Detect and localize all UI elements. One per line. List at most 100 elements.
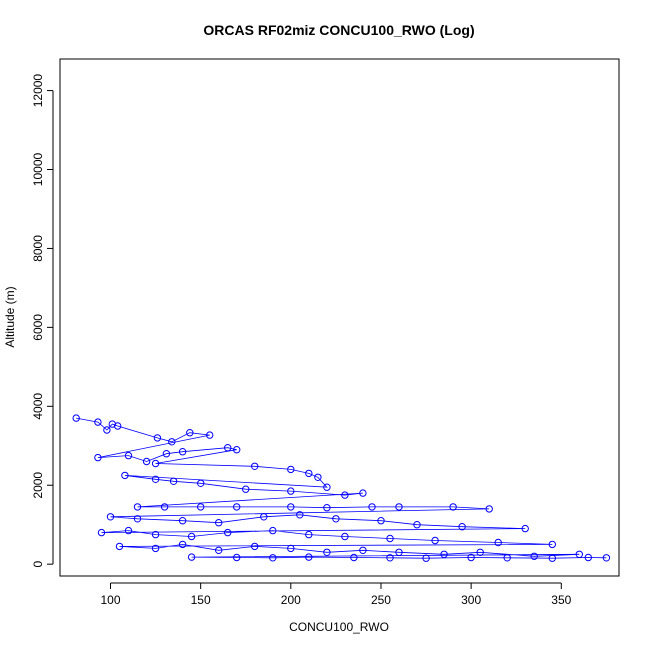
data-point	[178, 540, 187, 549]
x-tick-label: 100	[100, 593, 120, 607]
data-point	[169, 477, 178, 485]
data-point	[413, 521, 421, 529]
data-point	[153, 434, 162, 442]
data-point	[224, 528, 232, 537]
data-point	[162, 450, 171, 458]
data-point	[521, 524, 529, 533]
data-point	[224, 444, 232, 452]
data-point	[206, 431, 214, 439]
data-point	[114, 422, 122, 430]
chart-title: ORCAS RF02miz CONCU100_RWO (Log)	[203, 22, 474, 38]
data-point	[269, 554, 277, 562]
data-point	[269, 526, 277, 535]
data-point	[151, 459, 160, 468]
x-tick-label: 250	[371, 593, 391, 607]
x-tick-label: 300	[461, 593, 481, 607]
data-point	[124, 526, 133, 535]
data-point	[72, 414, 80, 422]
data-point	[233, 553, 241, 562]
data-point	[395, 548, 403, 556]
data-point	[233, 503, 241, 511]
y-tick-label: 2000	[31, 472, 45, 499]
data-point	[341, 491, 349, 499]
data-point	[142, 457, 151, 466]
data-point	[287, 487, 295, 495]
data-point	[160, 503, 169, 511]
data-point	[151, 544, 160, 553]
data-point	[287, 544, 295, 553]
y-tick-label: 4000	[31, 393, 45, 420]
data-point	[323, 548, 331, 556]
data-point	[124, 451, 133, 460]
x-axis: 100 150 200 250 300 350	[100, 582, 572, 607]
data-point	[350, 553, 358, 562]
x-tick-label: 150	[191, 593, 211, 607]
data-point	[386, 554, 394, 562]
data-point	[197, 503, 205, 511]
data-point	[323, 483, 331, 491]
data-point	[305, 553, 313, 561]
data-point	[305, 469, 313, 478]
data-point	[458, 523, 466, 531]
data-point	[575, 550, 583, 558]
x-tick-label: 200	[281, 593, 301, 607]
plot-area	[59, 58, 620, 577]
data-point	[151, 530, 160, 539]
data-point	[476, 548, 484, 556]
series-line	[76, 417, 607, 559]
data-point	[287, 503, 295, 511]
data-point	[548, 540, 556, 549]
y-tick-label: 0	[31, 561, 45, 568]
data-point	[178, 517, 187, 525]
data-point	[332, 515, 340, 523]
y-axis: 0 2000 4000 6000 8000 10000 12000	[31, 74, 54, 568]
data-point	[151, 475, 160, 483]
data-point	[251, 462, 259, 470]
data-point	[115, 542, 124, 551]
data-point	[215, 546, 223, 554]
data-point	[449, 503, 457, 511]
data-point	[359, 489, 367, 497]
data-point	[242, 485, 250, 493]
data-point	[133, 503, 142, 511]
data-point	[341, 532, 349, 541]
data-point	[186, 429, 194, 437]
y-tick-label: 12000	[31, 74, 45, 108]
data-point	[296, 511, 304, 519]
data-point	[94, 453, 102, 462]
data-point	[94, 418, 102, 426]
data-point	[395, 503, 403, 511]
data-point	[97, 528, 106, 537]
data-point	[287, 465, 295, 474]
data-point	[431, 536, 439, 545]
x-axis-label: CONCU100_RWO	[289, 620, 389, 634]
data-point	[178, 448, 187, 456]
data-point	[503, 554, 511, 562]
data-point	[121, 471, 129, 480]
data-point	[377, 517, 385, 525]
data-point	[422, 554, 430, 562]
data-point	[485, 505, 493, 513]
y-tick-label: 10000	[31, 152, 45, 186]
data-point	[187, 553, 196, 561]
data-point	[602, 554, 611, 562]
series-layer	[72, 414, 611, 562]
data-point	[323, 504, 331, 512]
data-point	[359, 546, 367, 554]
data-point	[305, 530, 313, 539]
data-point	[103, 426, 111, 434]
data-point	[233, 446, 241, 454]
data-point	[530, 552, 538, 560]
y-axis-label: Altitude (m)	[3, 286, 17, 347]
data-point	[133, 515, 142, 523]
x-tick-label: 350	[551, 593, 571, 607]
data-point	[197, 479, 205, 487]
data-point	[314, 473, 322, 481]
data-point	[168, 438, 176, 446]
data-point	[368, 503, 376, 511]
data-point	[260, 513, 268, 521]
y-tick-label: 8000	[31, 235, 45, 262]
data-point	[187, 532, 196, 541]
